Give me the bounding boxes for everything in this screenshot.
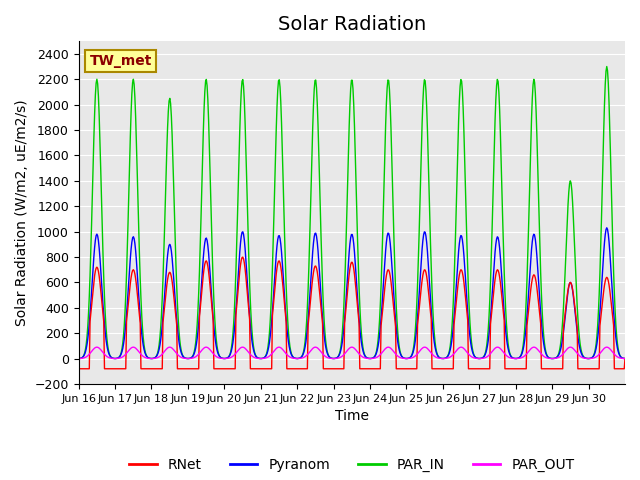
Line: PAR_OUT: PAR_OUT (79, 347, 625, 359)
PAR_OUT (226, 355, 234, 360)
PAR_IN (621, 356, 629, 361)
RNet (225, 366, 233, 372)
RNet (196, 306, 204, 312)
PAR_OUT (93, 344, 100, 350)
PAR_OUT (75, 356, 83, 361)
Line: RNet: RNet (79, 257, 625, 369)
Text: TW_met: TW_met (90, 54, 152, 68)
PAR_IN (75, 356, 83, 361)
PAR_OUT (141, 355, 149, 360)
Line: PAR_IN: PAR_IN (79, 67, 625, 359)
Pyranom (225, 353, 233, 359)
PAR_OUT (435, 355, 443, 361)
PAR_OUT (197, 348, 205, 354)
Title: Solar Radiation: Solar Radiation (278, 15, 426, 34)
Legend: RNet, Pyranom, PAR_IN, PAR_OUT: RNet, Pyranom, PAR_IN, PAR_OUT (124, 453, 580, 478)
Pyranom (84, 329, 92, 335)
PAR_IN (603, 64, 611, 70)
PAR_IN (84, 311, 92, 316)
RNet (141, 366, 148, 372)
Pyranom (141, 349, 148, 355)
X-axis label: Time: Time (335, 409, 369, 423)
PAR_IN (141, 347, 148, 353)
Y-axis label: Solar Radiation (W/m2, uE/m2/s): Solar Radiation (W/m2, uE/m2/s) (15, 99, 29, 326)
PAR_OUT (419, 345, 427, 351)
RNet (84, 366, 92, 372)
Pyranom (196, 300, 204, 306)
Pyranom (434, 353, 442, 359)
Pyranom (75, 356, 83, 361)
RNet (75, 366, 83, 372)
PAR_IN (419, 120, 426, 126)
PAR_IN (225, 353, 233, 359)
PAR_OUT (621, 356, 629, 361)
RNet (435, 366, 443, 372)
RNet (419, 272, 427, 278)
PAR_IN (196, 243, 204, 249)
RNet (239, 254, 246, 260)
Pyranom (603, 225, 611, 231)
Pyranom (419, 246, 426, 252)
Pyranom (621, 356, 629, 361)
RNet (621, 356, 629, 361)
Line: Pyranom: Pyranom (79, 228, 625, 359)
PAR_IN (434, 353, 442, 359)
PAR_OUT (84, 352, 92, 358)
